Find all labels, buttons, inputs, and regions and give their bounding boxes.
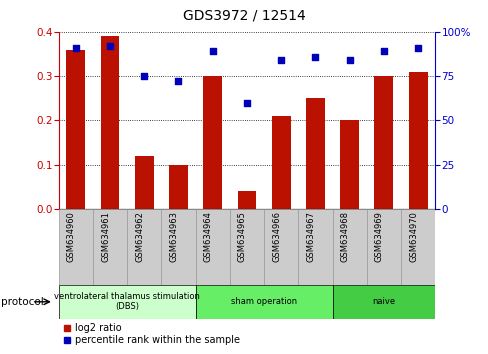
- Bar: [264, 209, 298, 285]
- Legend: log2 ratio, percentile rank within the sample: log2 ratio, percentile rank within the s…: [63, 324, 240, 346]
- Bar: [161, 209, 195, 285]
- Text: GSM634962: GSM634962: [135, 211, 144, 262]
- Text: GSM634969: GSM634969: [374, 211, 383, 262]
- Text: sham operation: sham operation: [230, 297, 297, 306]
- Point: [208, 48, 216, 54]
- Bar: [101, 36, 119, 209]
- Text: GSM634961: GSM634961: [101, 211, 110, 262]
- Bar: [195, 285, 332, 319]
- Bar: [340, 120, 358, 209]
- Text: GSM634963: GSM634963: [169, 211, 178, 262]
- Bar: [400, 209, 434, 285]
- Bar: [298, 209, 332, 285]
- Point: [174, 79, 182, 84]
- Text: GSM634968: GSM634968: [340, 211, 349, 262]
- Bar: [237, 191, 256, 209]
- Point: [243, 100, 250, 105]
- Bar: [374, 76, 392, 209]
- Text: GDS3972 / 12514: GDS3972 / 12514: [183, 9, 305, 23]
- Bar: [332, 285, 434, 319]
- Bar: [332, 209, 366, 285]
- Bar: [203, 76, 222, 209]
- Point: [72, 45, 80, 51]
- Bar: [59, 209, 93, 285]
- Text: GSM634960: GSM634960: [67, 211, 76, 262]
- Point: [311, 54, 319, 59]
- Text: GSM634967: GSM634967: [306, 211, 315, 262]
- Bar: [169, 165, 187, 209]
- Bar: [366, 209, 400, 285]
- Bar: [59, 285, 195, 319]
- Point: [140, 73, 148, 79]
- Bar: [408, 72, 427, 209]
- Point: [379, 48, 387, 54]
- Text: naive: naive: [371, 297, 395, 306]
- Bar: [66, 50, 85, 209]
- Text: GSM634964: GSM634964: [203, 211, 212, 262]
- Point: [345, 57, 353, 63]
- Bar: [127, 209, 161, 285]
- Bar: [271, 116, 290, 209]
- Text: GSM634966: GSM634966: [272, 211, 281, 262]
- Point: [277, 57, 285, 63]
- Text: GSM634965: GSM634965: [238, 211, 246, 262]
- Text: GSM634970: GSM634970: [408, 211, 417, 262]
- Point: [413, 45, 421, 51]
- Text: ventrolateral thalamus stimulation
(DBS): ventrolateral thalamus stimulation (DBS): [54, 292, 200, 312]
- Point: [106, 43, 114, 49]
- Text: protocol: protocol: [1, 297, 43, 307]
- Bar: [135, 156, 153, 209]
- Bar: [305, 98, 324, 209]
- Bar: [195, 209, 229, 285]
- Bar: [229, 209, 264, 285]
- Bar: [93, 209, 127, 285]
